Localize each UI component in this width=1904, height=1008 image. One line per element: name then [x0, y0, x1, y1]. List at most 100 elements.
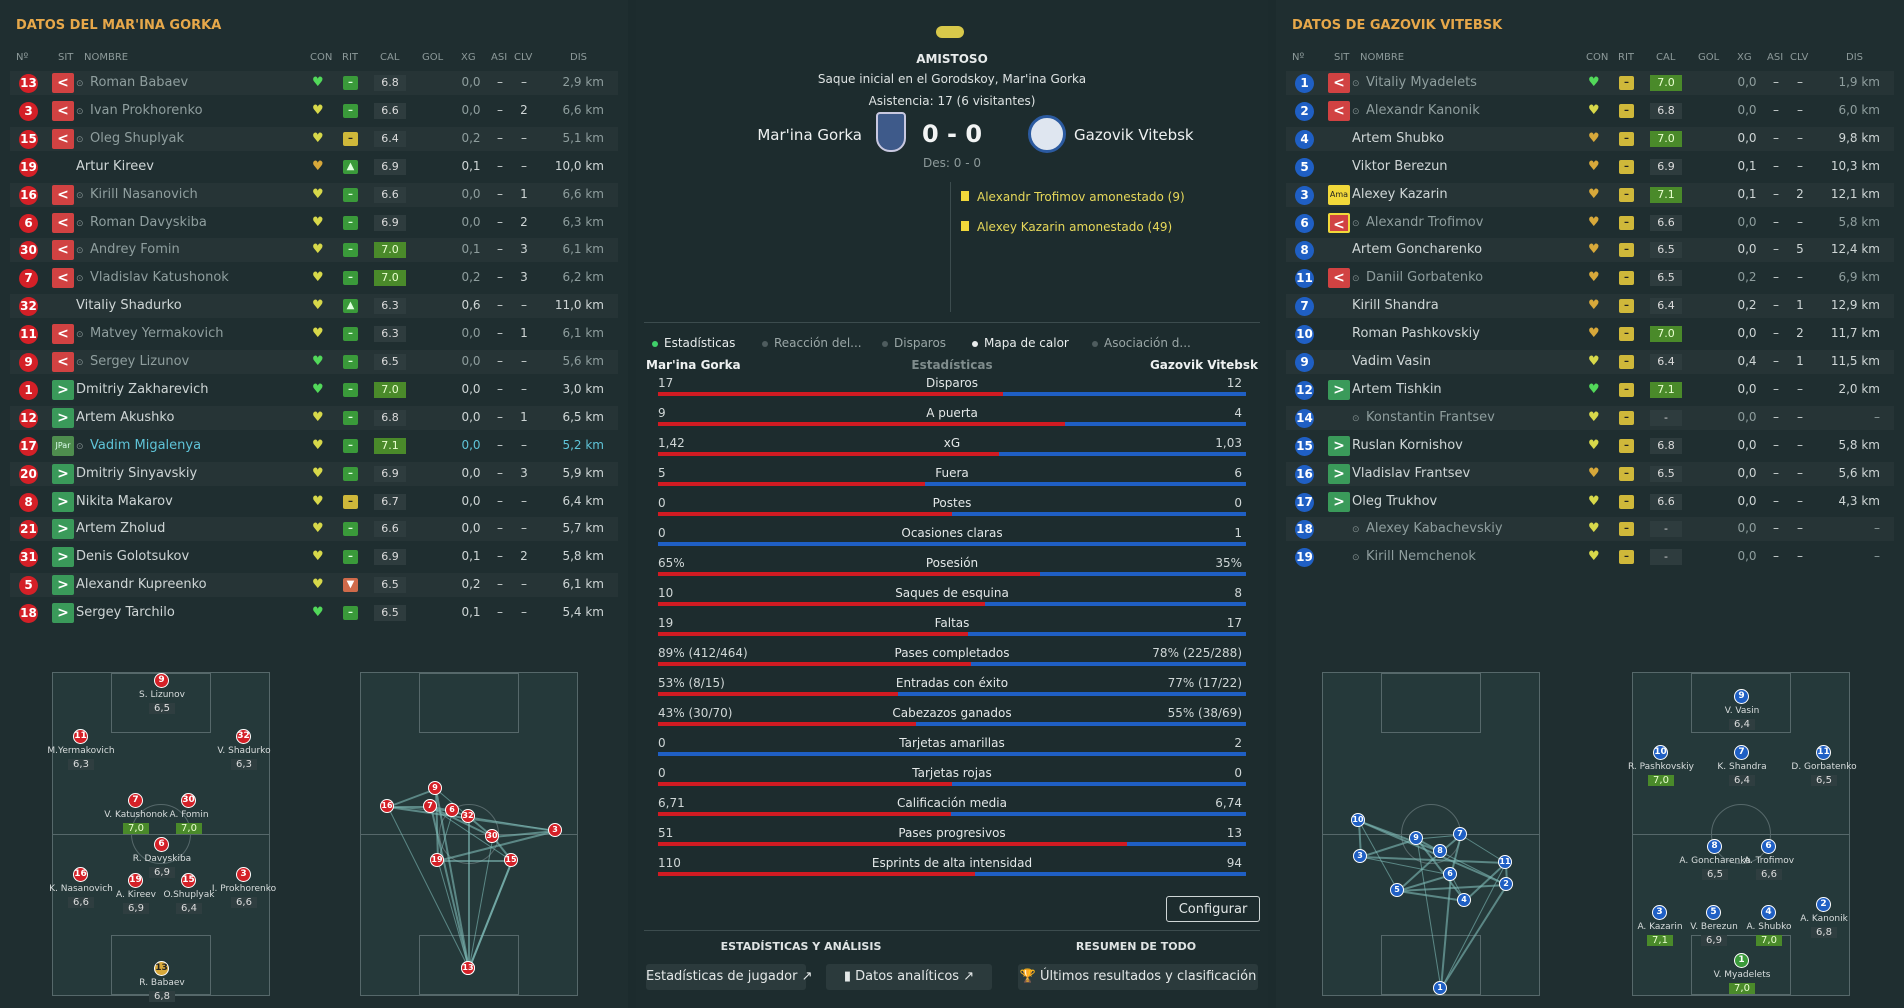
table-row[interactable]: 6 < ⊙ Alexandr Trofimov ♥ – 6.6 0,0 – – 5,8 km	[1286, 211, 1894, 235]
player-name[interactable]: ⊙ Oleg Shuplyak	[76, 130, 185, 146]
player-name[interactable]: Alexandr Kupreenko	[76, 577, 207, 593]
formation-player-dot[interactable]: 5	[1706, 905, 1721, 920]
table-row[interactable]: 1 > Dmitriy Zakharevich ♥ – 7.0 0,0 – – 3,0 km	[10, 378, 618, 402]
network-player-dot[interactable]: 11	[1498, 855, 1512, 869]
table-row[interactable]: 8 > Nikita Makarov ♥ – 6.7 0,0 – – 6,4 km	[10, 490, 618, 514]
player-name[interactable]: ⊙ Daniil Gorbatenko	[1352, 270, 1484, 286]
player-name[interactable]: Oleg Trukhov	[1352, 493, 1438, 509]
results-standings-button[interactable]: 🏆 Últimos resultados y clasificación	[1018, 964, 1258, 990]
formation-player-dot[interactable]: 15	[181, 873, 196, 888]
table-row[interactable]: 17 JPar ⊙ Vadim Migalenya ♥ – 7.1 0,0 – – 5,2 km	[10, 434, 618, 458]
network-player-dot[interactable]: 6	[1443, 867, 1457, 881]
table-row[interactable]: 20 > Dmitriy Sinyavskiy ♥ – 6.9 0,0 – 3 5,9 km	[10, 462, 618, 486]
col-header-rit[interactable]: RIT	[1618, 52, 1635, 63]
network-player-dot[interactable]: 7	[1453, 827, 1467, 841]
col-header-num[interactable]: Nº	[1292, 52, 1305, 63]
formation-player-dot[interactable]: 30	[181, 793, 196, 808]
table-row[interactable]: 3 < ⊙ Ivan Prokhorenko ♥ – 6.6 0,0 – 2 6,6 km	[10, 99, 618, 123]
table-row[interactable]: 16 < ⊙ Kirill Nasanovich ♥ – 6.6 0,0 – 1 6,6 km	[10, 183, 618, 207]
table-row[interactable]: 5 Viktor Berezun ♥ – 6.9 0,1 – – 10,3 km	[1286, 155, 1894, 179]
col-header-con[interactable]: CON	[310, 52, 333, 63]
formation-player-dot[interactable]: 13	[154, 961, 169, 976]
network-player-dot[interactable]: 3	[1353, 849, 1367, 863]
network-player-dot[interactable]: 7	[423, 799, 437, 813]
formation-player-dot[interactable]: 1	[1734, 953, 1749, 968]
formation-player-dot[interactable]: 19	[128, 873, 143, 888]
table-row[interactable]: 1 < ⊙ Vitaliy Myadelets ♥ – 7.0 0,0 – – 1,9 km	[1286, 71, 1894, 95]
configure-button[interactable]: Configurar	[1166, 896, 1260, 922]
player-name[interactable]: Artem Shubko	[1352, 130, 1445, 146]
network-player-dot[interactable]: 16	[380, 799, 394, 813]
player-name[interactable]: ⊙ Sergey Lizunov	[76, 354, 190, 369]
formation-player-dot[interactable]: 32	[236, 729, 251, 744]
formation-player-dot[interactable]: 11	[73, 729, 88, 744]
table-row[interactable]: 6 < ⊙ Roman Davyskiba ♥ – 6.9 0,0 – 2 6,3 km	[10, 211, 618, 235]
table-row[interactable]: 9 < ⊙ Sergey Lizunov ♥ – 6.5 0,0 – – 5,6 km	[10, 350, 618, 374]
table-row[interactable]: 7 < ⊙ Vladislav Katushonok ♥ – 7.0 0,2 – 3 6,2 km	[10, 266, 618, 290]
formation-player-dot[interactable]: 6	[154, 837, 169, 852]
table-row[interactable]: 9 Vadim Vasin ♥ – 6.4 0,4 – 1 11,5 km	[1286, 350, 1894, 374]
formation-player-dot[interactable]: 7	[128, 793, 143, 808]
col-header-dis[interactable]: DIS	[1846, 52, 1863, 63]
table-row[interactable]: 7 Kirill Shandra ♥ – 6.4 0,2 – 1 12,9 km	[1286, 294, 1894, 318]
col-header-clv[interactable]: CLV	[514, 52, 533, 63]
table-row[interactable]: 15 > Ruslan Kornishov ♥ – 6.8 0,0 – – 5,8 km	[1286, 434, 1894, 458]
col-header-sit[interactable]: SIT	[1334, 52, 1350, 63]
player-name[interactable]: Vladislav Frantsev	[1352, 465, 1471, 481]
player-name[interactable]: Denis Golotsukov	[76, 549, 190, 565]
player-name[interactable]: Ruslan Kornishov	[1352, 437, 1463, 453]
formation-player-dot[interactable]: 9	[154, 673, 169, 688]
table-row[interactable]: 19 Artur Kireev ♥ ▲ 6.9 0,1 – – 10,0 km	[10, 155, 618, 179]
network-player-dot[interactable]: 15	[504, 853, 518, 867]
network-player-dot[interactable]: 8	[1433, 844, 1447, 858]
table-row[interactable]: 32 Vitaliy Shadurko ♥ ▲ 6.3 0,6 – – 11,0 km	[10, 294, 618, 318]
table-row[interactable]: 11 < ⊙ Matvey Yermakovich ♥ – 6.3 0,0 – 1 6,1 km	[10, 322, 618, 346]
table-row[interactable]: 15 < ⊙ Oleg Shuplyak ♥ – 6.4 0,2 – – 5,1 km	[10, 127, 618, 151]
player-name[interactable]: ⊙ Matvey Yermakovich	[76, 326, 224, 342]
player-name[interactable]: ⊙ Kirill Nemchenok	[1352, 549, 1476, 565]
formation-player-dot[interactable]: 6	[1761, 839, 1776, 854]
table-row[interactable]: 4 Artem Shubko ♥ – 7.0 0,0 – – 9,8 km	[1286, 127, 1894, 151]
col-header-dis[interactable]: DIS	[570, 52, 587, 63]
col-header-rit[interactable]: RIT	[342, 52, 359, 63]
table-row[interactable]: 11 < ⊙ Daniil Gorbatenko ♥ – 6.5 0,2 – – 6,9 km	[1286, 266, 1894, 290]
network-player-dot[interactable]: 30	[485, 829, 499, 843]
player-name[interactable]: Dmitriy Sinyavskiy	[76, 465, 198, 481]
home-team-name[interactable]: Mar'ina Gorka	[757, 126, 862, 144]
col-header-cal[interactable]: CAL	[1656, 52, 1676, 63]
player-name[interactable]: Artem Zholud	[76, 521, 166, 537]
col-header-clv[interactable]: CLV	[1790, 52, 1809, 63]
network-player-dot[interactable]: 32	[461, 809, 475, 823]
formation-player-dot[interactable]: 10	[1653, 745, 1668, 760]
formation-player-dot[interactable]: 2	[1816, 897, 1831, 912]
col-header-asi[interactable]: ASI	[1767, 52, 1784, 63]
player-name[interactable]: ⊙ Alexandr Trofimov	[1352, 214, 1484, 230]
player-name[interactable]: ⊙ Alexey Kabachevskiy	[1352, 521, 1503, 537]
tab-estadisticas[interactable]: Estadísticas	[652, 336, 735, 350]
col-header-name[interactable]: NOMBRE	[1360, 52, 1405, 63]
player-name[interactable]: Viktor Berezun	[1352, 158, 1448, 174]
player-name[interactable]: ⊙ Alexandr Kanonik	[1352, 102, 1480, 118]
formation-player-dot[interactable]: 16	[73, 867, 88, 882]
table-row[interactable]: 17 > Oleg Trukhov ♥ – 6.6 0,0 – – 4,3 km	[1286, 490, 1894, 514]
player-stats-button[interactable]: Estadísticas de jugador ↗	[646, 964, 812, 990]
player-name[interactable]: Sergey Tarchilo	[76, 605, 175, 621]
table-row[interactable]: 30 < ⊙ Andrey Fomin ♥ – 7.0 0,1 – 3 6,1 km	[10, 238, 618, 262]
player-name[interactable]: Vadim Vasin	[1352, 354, 1431, 369]
table-row[interactable]: 3 Ama Alexey Kazarin ♥ – 7.1 0,1 – 2 12,1 km	[1286, 183, 1894, 207]
col-header-name[interactable]: NOMBRE	[84, 52, 129, 63]
player-name[interactable]: ⊙ Vladislav Katushonok	[76, 270, 229, 286]
player-name[interactable]: Kirill Shandra	[1352, 298, 1439, 314]
network-player-dot[interactable]: 3	[548, 823, 562, 837]
table-row[interactable]: 8 Artem Goncharenko ♥ – 6.5 0,0 – 5 12,4 km	[1286, 238, 1894, 262]
player-name[interactable]: Alexey Kazarin	[1352, 186, 1448, 202]
player-name[interactable]: Roman Pashkovskiy	[1352, 326, 1480, 342]
player-name[interactable]: Artur Kireev	[76, 158, 154, 174]
col-header-asi[interactable]: ASI	[491, 52, 508, 63]
network-player-dot[interactable]: 9	[1409, 831, 1423, 845]
player-name[interactable]: Dmitriy Zakharevich	[76, 381, 209, 397]
col-header-xg[interactable]: XG	[461, 52, 476, 63]
away-team-name[interactable]: Gazovik Vitebsk	[1074, 126, 1194, 144]
network-player-dot[interactable]: 1	[1433, 981, 1447, 995]
table-row[interactable]: 13 < ⊙ Roman Babaev ♥ – 6.8 0,0 – – 2,9 km	[10, 71, 618, 95]
